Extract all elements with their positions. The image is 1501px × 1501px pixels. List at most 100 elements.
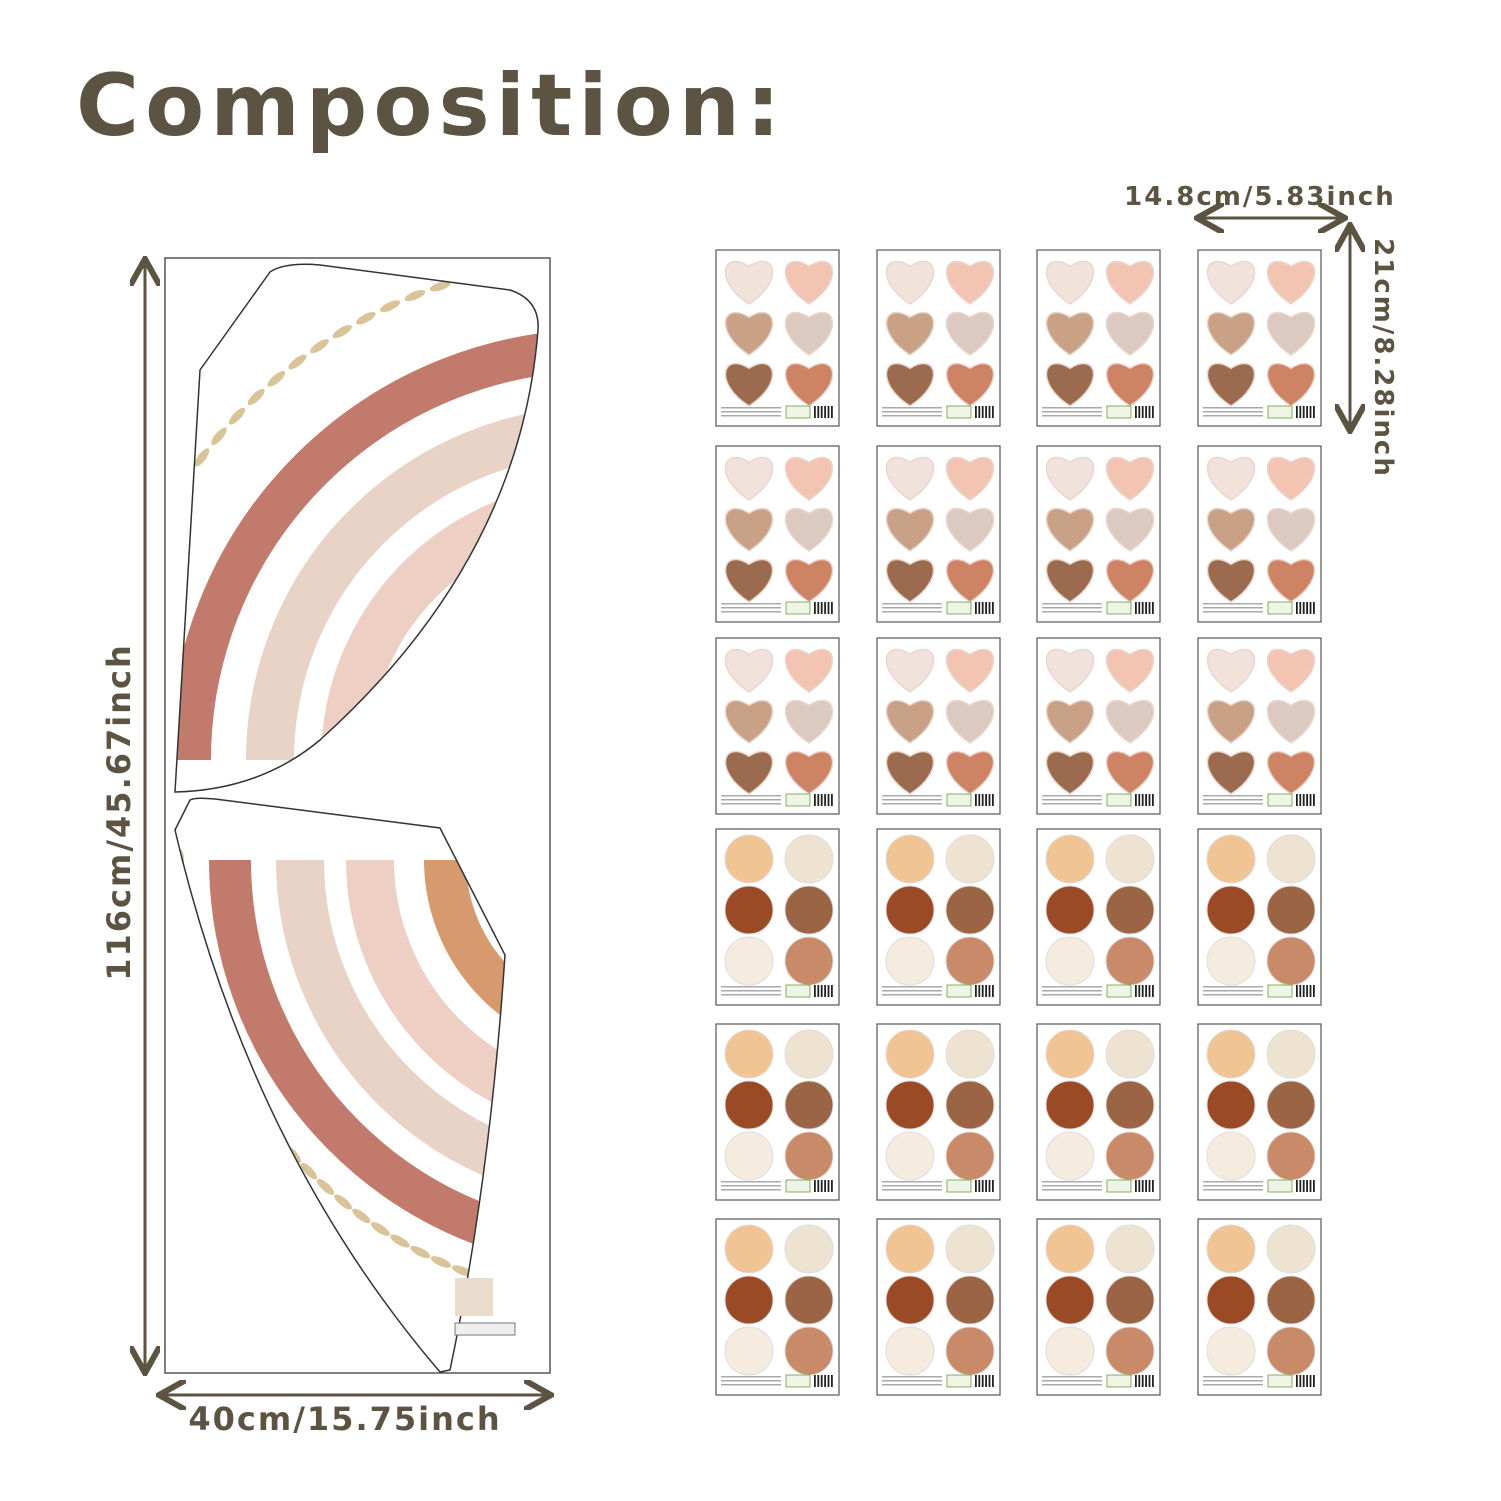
barcode [985, 602, 987, 614]
barcode [985, 1375, 987, 1387]
circle-sticker [1105, 885, 1155, 935]
barcode [985, 1180, 987, 1192]
barcode [1145, 602, 1147, 614]
fine-print [721, 994, 781, 996]
circle-sticker [784, 1224, 834, 1274]
circle-sticker [1045, 1029, 1095, 1079]
barcode [820, 985, 823, 997]
barcode [1313, 1180, 1315, 1192]
fine-print [1042, 1181, 1102, 1183]
barcode [1148, 985, 1151, 997]
barcode [1296, 985, 1298, 997]
sticker-sheet [715, 1218, 840, 1396]
fine-print [1203, 603, 1263, 605]
barcode [992, 406, 994, 418]
dash [390, 1234, 410, 1248]
thumbnail [455, 1278, 493, 1316]
heart-sticker [1206, 456, 1256, 501]
barcode [1148, 1180, 1151, 1192]
heart-sticker [784, 648, 834, 693]
heart-sticker [1266, 507, 1316, 552]
circle-sticker [885, 834, 935, 884]
circle-sticker [1266, 1326, 1316, 1376]
barcode [1152, 985, 1154, 997]
logo [785, 601, 811, 615]
barcode [978, 406, 981, 418]
barcode [1138, 985, 1141, 997]
rainbow-band [346, 859, 505, 1134]
circle-sticker [1045, 1131, 1095, 1181]
barcode [1135, 794, 1137, 806]
fine-print [1042, 990, 1102, 992]
fine-print [1203, 415, 1263, 417]
barcode [1145, 1180, 1147, 1192]
fine-print [882, 1384, 942, 1386]
dash [119, 589, 134, 612]
heart-sticker [945, 362, 995, 407]
barcode [1148, 406, 1151, 418]
fine-print [882, 1185, 942, 1187]
dash [300, 1162, 318, 1180]
barcode [985, 406, 987, 418]
sticker-sheet [1197, 828, 1322, 1006]
fine-print [721, 990, 781, 992]
circle-sticker [784, 1029, 834, 1079]
barcode [992, 985, 994, 997]
fine-print [1042, 986, 1102, 988]
circle-sticker [1266, 1224, 1316, 1274]
sticker-sheet [876, 637, 1001, 815]
barcode [975, 406, 977, 418]
logo [785, 1374, 811, 1388]
barcode [1148, 1375, 1151, 1387]
fine-print [721, 607, 781, 609]
barcode [1138, 1180, 1141, 1192]
barcode [988, 1180, 991, 1192]
barcode [831, 794, 833, 806]
barcode [975, 1180, 977, 1192]
heart-sticker [784, 362, 834, 407]
heart-sticker [1045, 750, 1095, 795]
heart-sticker [724, 750, 774, 795]
barcode [814, 602, 816, 614]
fine-print [882, 990, 942, 992]
heart-sticker [1105, 558, 1155, 603]
barcode [981, 985, 984, 997]
circle-sticker [1105, 1131, 1155, 1181]
barcode [1306, 1180, 1308, 1192]
fine-print [1203, 1376, 1263, 1378]
fine-print [882, 994, 942, 996]
fine-print [1042, 799, 1102, 801]
fine-print [882, 603, 942, 605]
circle-sticker [724, 885, 774, 935]
heart-sticker [945, 456, 995, 501]
fine-print [882, 803, 942, 805]
fine-print [721, 1185, 781, 1187]
logo [454, 1322, 516, 1336]
circle-sticker [1266, 1029, 1316, 1079]
logo [1106, 601, 1132, 615]
fine-print [1042, 415, 1102, 417]
circle-sticker [945, 936, 995, 986]
fine-print [1203, 1384, 1263, 1386]
barcode [831, 985, 833, 997]
barcode [1145, 985, 1147, 997]
heart-sticker [885, 558, 935, 603]
circle-sticker [945, 885, 995, 935]
fine-print [1042, 1384, 1102, 1386]
fine-print [882, 799, 942, 801]
fine-print [721, 986, 781, 988]
barcode [1306, 985, 1308, 997]
barcode [981, 602, 984, 614]
barcode [824, 985, 826, 997]
barcode [827, 794, 830, 806]
circle-sticker [885, 1224, 935, 1274]
fine-print [882, 611, 942, 613]
logo [946, 405, 972, 419]
logo [1106, 1179, 1132, 1193]
circle-sticker [1045, 885, 1095, 935]
circle-sticker [1105, 1326, 1155, 1376]
sticker-sheet [1197, 1023, 1322, 1201]
barcode [1152, 1180, 1154, 1192]
barcode [820, 794, 823, 806]
